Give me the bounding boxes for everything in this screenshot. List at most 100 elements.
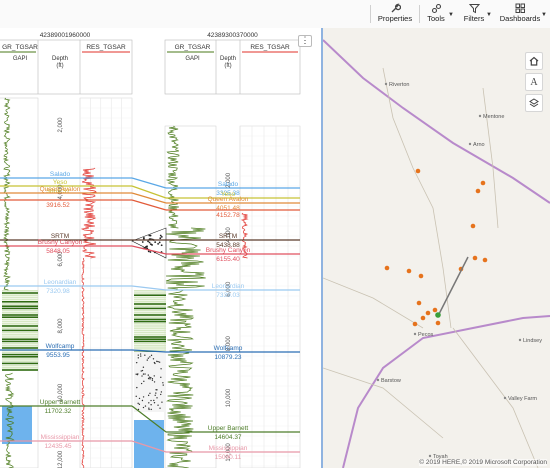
sand-dot	[136, 386, 138, 389]
formation-top-depth: 3869.51	[46, 188, 70, 195]
lithology-block	[134, 336, 166, 338]
chevron-down-icon[interactable]: ▼	[448, 12, 454, 18]
depth-tick-label: 10,000	[226, 388, 232, 407]
formation-top-name: Brushy Canyon	[38, 239, 83, 246]
town-label: Pecos	[418, 332, 434, 338]
formation-top-depth: 14604.37	[214, 434, 241, 441]
chevron-down-icon[interactable]: ▼	[541, 12, 547, 18]
sand-dot	[148, 407, 150, 409]
lithology-block	[134, 307, 166, 310]
formation-top-name: SRTM	[51, 233, 69, 240]
tools-button[interactable]: Tools	[423, 2, 449, 26]
lithology-block	[2, 290, 38, 292]
formation-top-name: Yeso	[53, 179, 68, 186]
layers-button[interactable]	[525, 94, 543, 112]
formation-top-name: Mississippian	[41, 434, 80, 441]
sand-dot	[147, 357, 150, 359]
pinchout-dot	[160, 244, 163, 247]
formation-correlation-line	[131, 440, 167, 453]
properties-button[interactable]: Properties	[374, 2, 416, 26]
formation-top-depth: 10879.23	[214, 354, 241, 361]
sand-dot	[160, 376, 162, 378]
pinchout-dot	[142, 237, 145, 240]
well-marker	[480, 180, 486, 186]
well-marker	[406, 268, 412, 274]
formation-top-depth: 4051.48	[216, 205, 240, 212]
chevron-down-icon[interactable]: ▼	[486, 12, 492, 18]
dashboards-button[interactable]: Dashboards	[498, 2, 542, 26]
map-canvas[interactable]: Riverton Mentone Arno Pecos Lindsey Barstow Va…	[323, 28, 550, 468]
formation-top-depth: 12435.45	[44, 443, 71, 450]
sand-dot	[146, 359, 148, 361]
lithology-block	[2, 362, 38, 365]
res-curve-label: RES_TGSAR	[250, 44, 290, 51]
well-marker	[416, 300, 422, 306]
well-marker	[470, 223, 476, 229]
lithology-block	[134, 323, 166, 325]
depth-unit-label: (ft)	[56, 63, 63, 69]
lithology-block	[134, 292, 166, 294]
sand-dot	[142, 396, 145, 398]
home-button[interactable]	[525, 52, 543, 70]
gr-curve	[166, 289, 195, 468]
formation-top-depth: 5438.88	[216, 242, 240, 249]
res-curve-label: RES_TGSAR	[86, 44, 126, 51]
well-marker	[472, 255, 478, 261]
formation-correlation-line	[131, 405, 167, 433]
wrench-icon	[391, 3, 401, 13]
well-marker	[482, 257, 488, 263]
formation-top-depth: 3916.52	[46, 202, 70, 209]
map-panel[interactable]: Riverton Mentone Arno Pecos Lindsey Barstow Va…	[323, 28, 550, 468]
panel-menu-button[interactable]: ⋮	[298, 35, 312, 47]
well-marker	[432, 307, 438, 313]
filters-label: Filters	[463, 14, 485, 23]
sand-dot	[155, 392, 157, 394]
sand-dot	[153, 401, 156, 404]
sand-dot	[150, 354, 153, 357]
lithology-block	[134, 325, 166, 327]
cross-section-panel: 42389001960000 GR_TGSAR GAPI Depth (ft) RES_T…	[0, 28, 323, 468]
pinchout-dot	[146, 245, 148, 248]
sand-dot	[138, 397, 141, 400]
formation-top-name: Brushy Canyon	[206, 247, 251, 254]
sand-dot	[141, 369, 144, 372]
filter-icon	[468, 4, 480, 14]
filters-button[interactable]: Filters	[461, 2, 487, 26]
sand-dot	[157, 404, 159, 406]
pinchout-dot	[154, 241, 157, 244]
res-curve	[240, 212, 249, 259]
pinchout-dot	[159, 234, 162, 237]
highway-road	[342, 315, 550, 468]
formation-correlation-line	[131, 199, 167, 211]
depth-tick-label: 4,000	[226, 227, 232, 243]
formation-top-depth: 4152.78	[216, 212, 240, 219]
lithology-block	[2, 294, 38, 296]
formation-top-name: Upper Barnett	[208, 425, 249, 432]
sand-dot	[136, 373, 139, 376]
formation-correlation-line	[131, 192, 167, 204]
sand-dot	[161, 401, 163, 403]
lithology-block	[2, 358, 38, 360]
map-copyright: © 2019 HERE,© 2019 Microsoft Corporation	[419, 459, 547, 466]
label-toggle-label: A	[530, 76, 538, 88]
sand-dot	[156, 397, 158, 399]
town-marker	[413, 332, 417, 336]
pinchout-dot	[149, 251, 152, 253]
lithology-block	[2, 360, 38, 362]
depth-tick-label: 2,000	[58, 117, 64, 133]
toolbar: Properties Tools ▼ Filters ▼ Dashboards …	[0, 0, 550, 29]
sand-dot	[142, 406, 145, 409]
toolbar-separator	[419, 5, 420, 23]
formation-top-name: Upper Barnett	[40, 399, 81, 406]
sand-dot	[152, 358, 155, 360]
lithology-block	[134, 327, 166, 329]
label-toggle-button[interactable]: A	[525, 73, 543, 91]
lithology-block	[134, 301, 166, 303]
sand-dot	[155, 389, 157, 391]
town-label: Riverton	[389, 82, 409, 88]
depth-unit-label: (ft)	[224, 63, 231, 69]
lithology-block	[2, 367, 38, 369]
pinchout-dot	[147, 250, 150, 253]
lithology-block	[134, 334, 166, 336]
